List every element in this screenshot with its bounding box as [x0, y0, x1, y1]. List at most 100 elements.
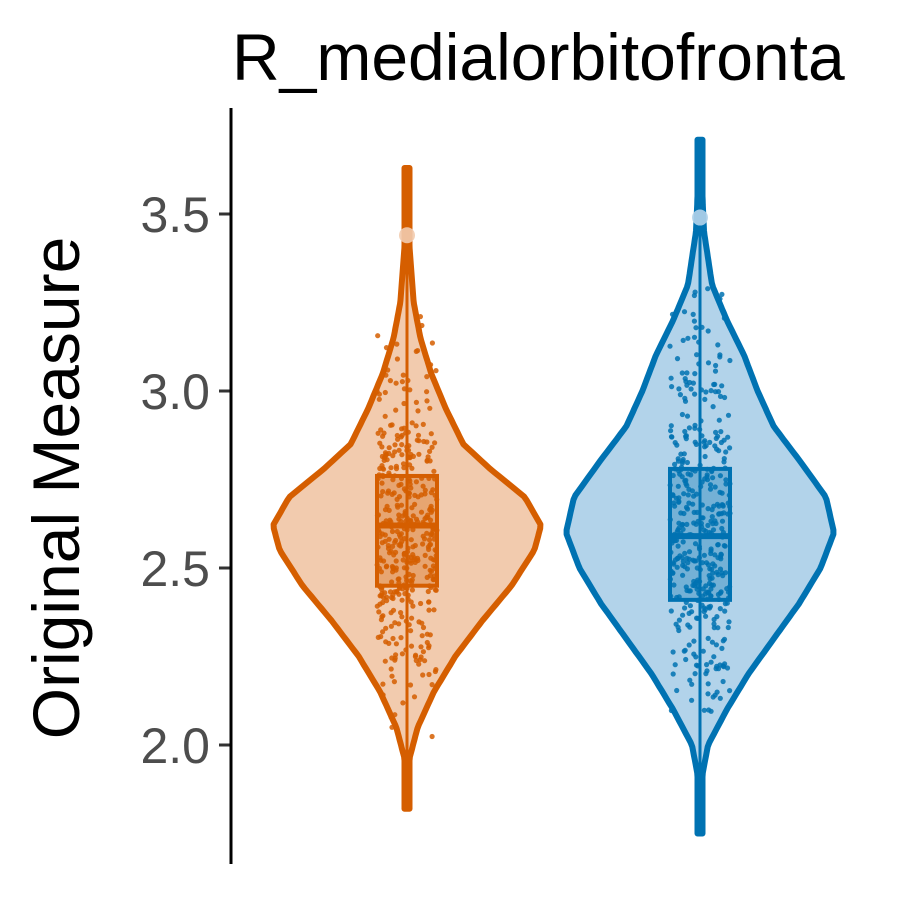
data-point — [429, 733, 435, 740]
data-point — [398, 502, 405, 508]
data-point — [714, 501, 721, 507]
data-point — [714, 663, 720, 670]
data-point — [379, 540, 385, 546]
data-point — [681, 451, 687, 457]
data-point — [432, 668, 438, 675]
data-point — [690, 557, 696, 563]
data-point — [383, 625, 389, 631]
data-point — [420, 672, 426, 678]
data-point — [425, 588, 431, 595]
data-point — [394, 502, 400, 508]
data-point — [389, 673, 395, 679]
data-point — [409, 587, 415, 593]
data-point — [686, 610, 692, 617]
data-point — [390, 607, 397, 613]
data-point — [675, 543, 681, 549]
data-point — [677, 392, 684, 398]
data-point — [415, 432, 422, 438]
data-point — [723, 477, 729, 483]
data-point — [704, 472, 710, 478]
data-point — [685, 560, 691, 566]
data-point — [386, 640, 392, 647]
data-point — [669, 384, 675, 390]
data-point — [692, 439, 698, 445]
data-point — [669, 311, 676, 317]
data-point — [694, 352, 700, 358]
data-point — [378, 592, 384, 599]
data-point — [721, 664, 727, 670]
data-point — [418, 600, 424, 607]
data-point — [382, 413, 388, 419]
data-point — [694, 615, 700, 621]
data-point — [410, 513, 416, 519]
data-point — [705, 360, 712, 366]
data-point — [382, 450, 389, 456]
data-point — [379, 480, 385, 486]
data-point — [668, 423, 674, 429]
data-point — [400, 372, 406, 378]
data-point — [670, 671, 676, 677]
data-point — [432, 587, 439, 593]
data-point — [385, 367, 391, 373]
data-point — [396, 447, 402, 453]
data-point — [379, 586, 385, 592]
data-point — [388, 422, 394, 428]
data-point — [382, 590, 388, 596]
data-point — [721, 636, 728, 642]
data-point — [689, 697, 695, 703]
data-point — [692, 541, 699, 547]
data-point — [712, 552, 718, 558]
data-point — [668, 608, 674, 614]
data-point — [685, 335, 691, 341]
data-point — [692, 581, 698, 587]
data-point — [693, 325, 699, 331]
data-point — [422, 552, 428, 559]
data-point — [725, 624, 731, 631]
data-point — [720, 502, 726, 508]
data-point — [717, 352, 723, 358]
data-point — [690, 380, 697, 386]
data-point — [668, 375, 674, 381]
data-point — [715, 572, 721, 578]
data-point — [408, 643, 415, 649]
data-point — [422, 658, 428, 664]
data-point — [721, 315, 728, 321]
y-tick-label: 3.0 — [140, 364, 210, 420]
data-point — [391, 679, 397, 685]
data-point — [419, 633, 425, 639]
data-point — [705, 328, 711, 334]
data-point — [407, 682, 414, 688]
data-point — [680, 539, 686, 545]
data-point — [426, 546, 432, 553]
data-point — [431, 607, 437, 613]
data-point — [721, 456, 727, 462]
data-point — [706, 707, 712, 713]
data-point — [393, 407, 399, 413]
data-point — [409, 505, 415, 511]
data-point — [380, 489, 386, 495]
data-point — [399, 442, 405, 448]
data-point — [683, 433, 689, 439]
data-point — [707, 482, 714, 488]
data-point — [680, 526, 686, 532]
data-point — [409, 615, 415, 621]
data-point — [680, 558, 687, 565]
data-point — [398, 635, 404, 641]
data-point — [675, 624, 681, 630]
data-point — [704, 662, 710, 668]
data-point — [387, 589, 394, 595]
data-point — [379, 463, 385, 469]
data-point — [400, 700, 406, 706]
data-point — [705, 589, 712, 596]
data-point — [393, 641, 399, 647]
data-point — [390, 635, 396, 642]
data-point — [413, 479, 419, 485]
data-point — [705, 691, 711, 697]
data-point — [719, 383, 725, 389]
data-point — [712, 563, 718, 569]
data-point — [431, 468, 437, 474]
data-point — [683, 584, 689, 590]
data-point — [708, 518, 714, 524]
violin-group — [270, 165, 544, 812]
data-point — [420, 421, 426, 427]
